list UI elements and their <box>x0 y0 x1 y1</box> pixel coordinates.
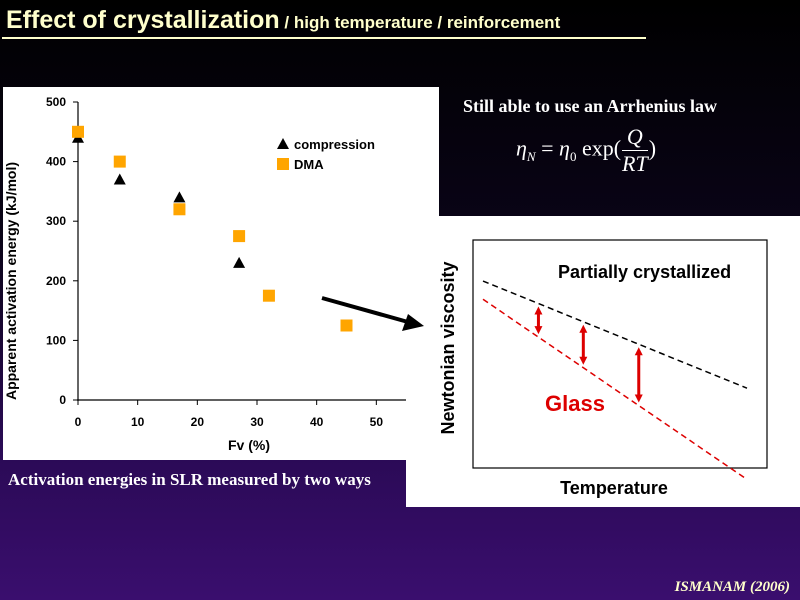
compression-point <box>233 256 246 268</box>
y-axis-label: Newtonian viscosity <box>438 261 458 434</box>
x-axis-label: Fv (%) <box>228 437 270 453</box>
reference-citation: ISMANAM (2006) <box>674 579 790 595</box>
partially-crystallized-label: Partially crystallized <box>558 262 731 282</box>
x-axis-label: Temperature <box>560 478 668 498</box>
dma-point <box>72 125 84 138</box>
y-tick-label: 0 <box>59 393 66 407</box>
legend-compression-marker <box>277 138 289 149</box>
formula-sub-n: N <box>526 148 536 164</box>
y-axis-label: Apparent activation energy (kJ/mol) <box>3 162 19 400</box>
x-tick-label: 20 <box>191 415 205 429</box>
viscosity-gap-arrow-head-up <box>534 306 543 315</box>
viscosity-temperature-diagram: Partially crystallized Glass Temperature Ne… <box>438 239 768 498</box>
partially-crystallized-line <box>482 280 748 389</box>
glass-label: Glass <box>545 391 605 416</box>
x-tick-label: 40 <box>310 415 324 429</box>
viscosity-gap-arrow-head-up <box>579 324 588 333</box>
formula-exp: exp( <box>576 135 622 161</box>
slide-title: Effect of crystallization / high tempera… <box>6 6 560 35</box>
x-tick-label: 0 <box>75 415 82 429</box>
slide-title-sub: / high temperature / reinforcement <box>279 13 561 32</box>
dma-point <box>340 319 353 332</box>
viscosity-gap-arrow-head-up <box>634 347 643 356</box>
formula-equals: = <box>535 135 560 161</box>
dma-point <box>262 289 275 302</box>
plot-frame <box>472 239 768 469</box>
glass-line <box>482 298 748 481</box>
x-tick-label: 30 <box>250 415 264 429</box>
activation-energy-scatter-chart: 01002003004005000102030405060Fv (%)Appar… <box>3 95 443 453</box>
compression-point <box>173 191 186 203</box>
slide-title-main: Effect of crystallization <box>6 6 280 34</box>
activation-energy-chart-panel: 01002003004005000102030405060Fv (%)Appar… <box>3 87 443 460</box>
viscosity-diagram-panel: Partially crystallized Glass Temperature Ne… <box>406 216 800 507</box>
legend-dma-label: DMA <box>294 157 324 172</box>
y-tick-label: 500 <box>46 95 66 109</box>
dma-point <box>173 203 186 216</box>
formula-fraction: Q RT <box>622 124 648 177</box>
x-tick-label: 10 <box>131 415 145 429</box>
title-underline <box>2 37 646 39</box>
x-tick-label: 50 <box>370 415 384 429</box>
legend-compression-label: compression <box>294 137 375 152</box>
arrhenius-formula: ηN = η0 exp(Q RT) <box>516 124 656 177</box>
viscosity-gap-arrow-head-down <box>634 394 643 403</box>
arrhenius-heading: Still able to use an Arrhenius law <box>463 96 718 116</box>
y-tick-label: 300 <box>46 214 66 228</box>
y-tick-label: 100 <box>46 333 66 347</box>
legend-dma-marker <box>277 158 289 170</box>
dma-point <box>233 230 246 243</box>
formula-sub-0: 0 <box>569 148 577 164</box>
formula-eta: η <box>516 135 527 161</box>
viscosity-gap-arrow-head-down <box>579 356 588 365</box>
chart-caption: Activation energies in SLR measured by t… <box>8 470 371 489</box>
formula-eta-0: η <box>559 135 570 161</box>
y-tick-label: 200 <box>46 274 66 288</box>
formula-close: ) <box>648 135 657 161</box>
dma-point <box>113 155 126 168</box>
compression-point <box>113 173 126 185</box>
formula-denominator: RT <box>622 151 648 176</box>
formula-numerator: Q <box>622 124 648 151</box>
viscosity-gap-arrow-head-down <box>534 326 543 335</box>
y-tick-label: 400 <box>46 155 66 169</box>
